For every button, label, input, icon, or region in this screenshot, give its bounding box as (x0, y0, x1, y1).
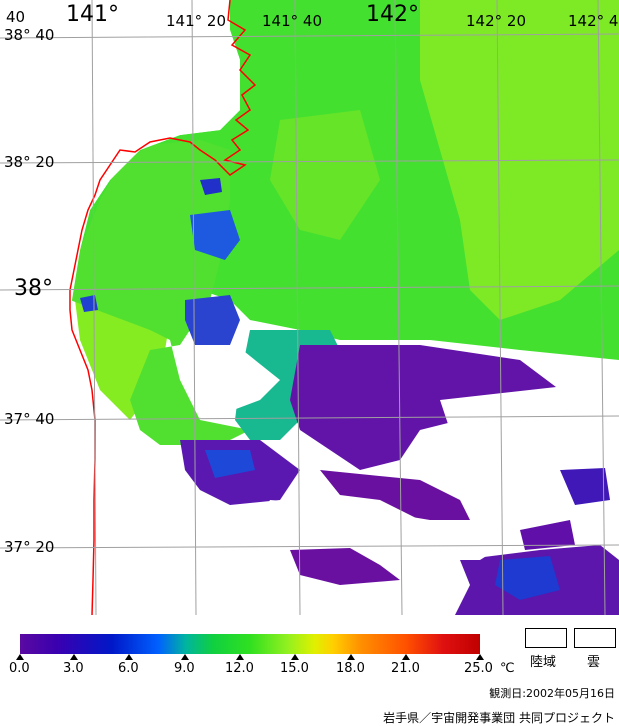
colorbar-tick (347, 654, 355, 660)
lon-label-141-40: 141° 40 (262, 12, 322, 30)
coastline (69, 0, 257, 615)
lat-label-38-20: 38° 20 (4, 153, 55, 171)
colorbar-unit: ℃ (500, 661, 515, 676)
sea-purple-region-3 (320, 470, 470, 520)
colorbar-tick (476, 654, 484, 660)
sea-blue-patch-1 (190, 210, 240, 260)
colorbar-tick-label: 12.0 (225, 661, 254, 676)
temperature-colorbar (20, 634, 480, 654)
colorbar-tick (236, 654, 244, 660)
sea-purple-region-7 (520, 520, 575, 550)
lon-label-141-20: 141° 20 (166, 12, 226, 30)
observation-date: 観測日:2002年05月16日 (489, 687, 615, 700)
map-canvas (0, 0, 619, 615)
colorbar-tick-label: 25.0 (464, 661, 493, 676)
sea-blue-patch-2 (185, 295, 240, 345)
colorbar-tick (181, 654, 189, 660)
cloud-swatch (574, 628, 616, 648)
sea-surface-temperature-map: 141° 141° 20 141° 40 142° 142° 20 142° 4… (0, 0, 619, 615)
colorbar-tick (125, 654, 133, 660)
sea-purple-region-6 (560, 468, 610, 505)
grid-meridian-141-40 (294, 0, 301, 615)
cloud-area-2 (440, 380, 619, 470)
sea-purple-region-5 (290, 548, 400, 585)
grid-meridian-141-20 (191, 0, 197, 615)
cloud-area-1 (180, 345, 280, 415)
colorbar-tick-label: 0.0 (9, 661, 30, 676)
grid-meridian-141-00 (91, 0, 97, 615)
grid-meridian-142-00 (394, 0, 403, 615)
colorbar-tick-label: 18.0 (336, 661, 365, 676)
land-swatch (525, 628, 567, 648)
colorbar-tick (70, 654, 78, 660)
grid-parallel-38-20 (0, 159, 619, 164)
lon-label-142-20: 142° 20 (466, 12, 526, 30)
colorbar-tick-label: 3.0 (63, 661, 84, 676)
lat-label-37-20: 37° 20 (4, 538, 55, 556)
land-swatch-label: 陸域 (530, 655, 557, 670)
sea-blue-spot-1 (495, 556, 560, 600)
grid-meridian-142-40 (597, 0, 606, 615)
sea-purple-region-1 (290, 345, 560, 470)
grid-parallel-37-20 (0, 544, 619, 549)
lon-label-142-00: 142° (366, 2, 419, 27)
graticule (0, 0, 619, 615)
cloud-swatch-label: 雲 (587, 655, 601, 670)
grid-meridian-142-20 (496, 0, 504, 615)
grid-parallel-38-00 (0, 285, 619, 291)
colorbar-tick-label: 9.0 (174, 661, 195, 676)
grid-parallel-37-40 (0, 415, 619, 421)
sea-lime-patch-2 (270, 110, 380, 240)
colorbar-tick (291, 654, 299, 660)
land-area (0, 0, 240, 615)
corner-label: 40 (6, 8, 26, 26)
grid-parallel-38-40 (0, 33, 619, 39)
colorbar-tick-label: 6.0 (118, 661, 139, 676)
colorbar-tick (402, 654, 410, 660)
cloud-area-3 (250, 500, 520, 560)
colorbar-tick (16, 654, 24, 660)
lat-label-37-40: 37° 40 (4, 410, 55, 428)
colorbar-tick-label: 21.0 (391, 661, 420, 676)
project-credit: 岩手県／宇宙開発事業団 共同プロジェクト (383, 711, 615, 725)
lat-label-38-00: 38° (14, 276, 53, 301)
colorbar-tick-label: 15.0 (280, 661, 309, 676)
lon-label-142-40: 142° 4 (568, 12, 619, 30)
lon-label-141-00: 141° (66, 2, 119, 27)
sea-blue-patch-3 (200, 178, 222, 195)
sea-blue-spot-2 (205, 450, 255, 478)
lat-label-38-40: 38° 40 (4, 26, 55, 44)
